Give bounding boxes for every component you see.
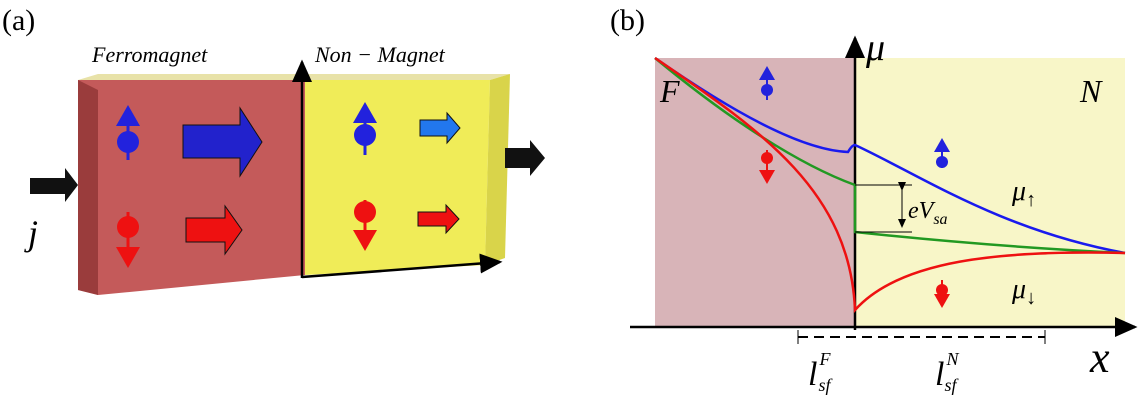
spin-down (759, 150, 775, 184)
current-arrow (505, 140, 545, 176)
panel-label: (a) (2, 4, 35, 37)
n-label: N (1079, 73, 1103, 109)
nonmagnet-face (305, 80, 490, 275)
ferromagnet-face (78, 80, 305, 295)
panel-a: (a) Ferromagnet Non − Magnet j (2, 4, 545, 295)
box-right (485, 74, 510, 265)
mu-axis-label: μ (865, 27, 885, 69)
ferromagnet-label: Ferromagnet (91, 42, 208, 67)
f-region (655, 58, 855, 326)
spin-current-down (417, 203, 460, 235)
box-side (78, 80, 98, 295)
spin-up (759, 66, 775, 100)
panel-label: (b) (610, 4, 645, 37)
spin-current-up (419, 111, 461, 145)
spin-current-up (182, 106, 263, 178)
box-top (78, 74, 510, 80)
voltage-label: eVsa (908, 198, 948, 228)
current-label: j (24, 213, 38, 253)
mu-down-label: μ↓ (1011, 274, 1036, 309)
current-arrow (30, 168, 78, 202)
spin-up (934, 138, 950, 168)
f-label: F (659, 73, 680, 109)
spin-down (934, 280, 950, 308)
spin-current-down (185, 204, 243, 256)
spin-down (116, 212, 140, 268)
spin-up (116, 105, 140, 160)
nonmagnet-label: Non − Magnet (314, 42, 446, 67)
x-axis-label: x (1089, 333, 1110, 382)
mu-up-label: μ↑ (1011, 176, 1036, 211)
spin-down (353, 200, 377, 251)
x-axis (301, 253, 503, 279)
mu-down-curve (654, 56, 1126, 314)
mu-up-curve (654, 56, 1126, 255)
spin-up (353, 102, 377, 155)
